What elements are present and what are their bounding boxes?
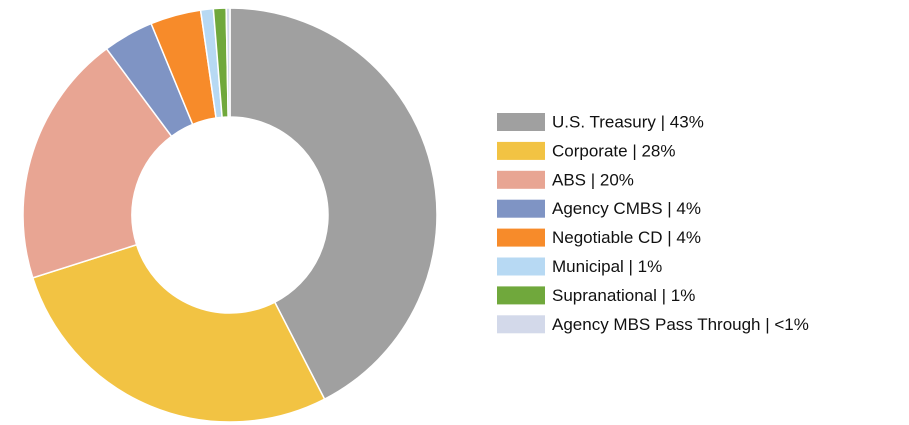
legend-label: Corporate | 28% xyxy=(552,141,675,160)
legend-label: Agency CMBS | 4% xyxy=(552,199,701,218)
legend-label: Agency MBS Pass Through | <1% xyxy=(552,315,809,334)
slice xyxy=(22,47,173,279)
slice xyxy=(31,243,326,423)
legend-label: Negotiable CD | 4% xyxy=(552,228,701,247)
legend-swatch xyxy=(497,228,545,247)
legend-swatch xyxy=(497,257,545,276)
legend-swatch xyxy=(497,199,545,218)
slice xyxy=(229,7,438,401)
legend-label: Municipal | 1% xyxy=(552,257,662,276)
legend-swatch xyxy=(497,286,545,305)
legend-label: Supranational | 1% xyxy=(552,286,695,305)
legend-swatch xyxy=(497,113,545,131)
legend-label: U.S. Treasury | 43% xyxy=(552,112,704,131)
legend-swatch xyxy=(497,315,545,334)
legend-swatch xyxy=(497,170,545,189)
slice xyxy=(225,7,231,118)
legend-swatch xyxy=(497,141,545,160)
legend-label: ABS | 20% xyxy=(552,170,634,189)
